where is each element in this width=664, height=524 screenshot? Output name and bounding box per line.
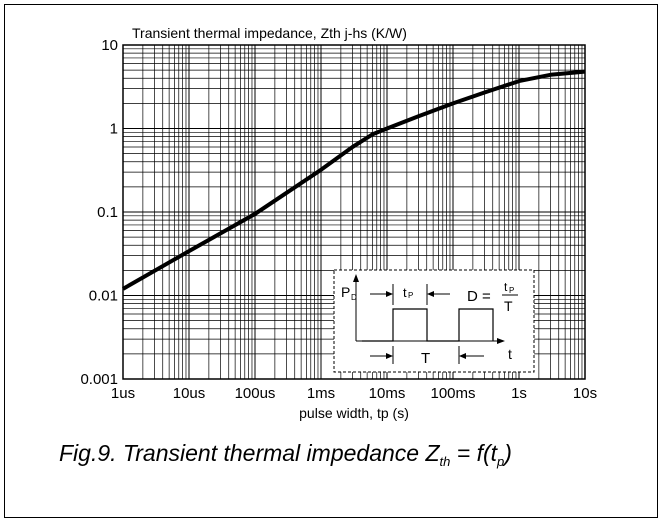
x-tick-label: 10ms	[369, 385, 406, 402]
pulse-inset: P D t P D = t P T T t	[333, 269, 535, 373]
tick-labels: 1us 10us 100us 1ms 10ms 100ms 1s 10s 0.001 0.01 0.…	[80, 37, 597, 402]
period-label: T	[421, 350, 430, 367]
pd-subscript: D	[351, 293, 357, 302]
duty-denominator: T	[504, 298, 513, 314]
x-tick-label: 100us	[235, 385, 276, 402]
y-tick-label: 10	[101, 37, 118, 54]
inset-border	[333, 269, 535, 373]
x-tick-label: 1s	[511, 385, 527, 402]
pulse-train	[362, 308, 494, 342]
duty-numerator-sub: P	[509, 286, 514, 295]
figure-caption: Fig.9. Transient thermal impedance Zth =…	[59, 440, 512, 469]
duty-numerator: t	[504, 280, 508, 294]
duty-label: D =	[467, 288, 491, 305]
tp-subscript: P	[408, 291, 413, 300]
x-tick-label: 1us	[111, 385, 135, 402]
x-tick-label: 10us	[173, 385, 206, 402]
grid-lines	[122, 45, 585, 380]
y-tick-label: 0.001	[80, 371, 118, 388]
y-tick-label: 0.01	[89, 288, 118, 305]
x-tick-label: 1ms	[307, 385, 335, 402]
plot-area-border	[122, 44, 586, 380]
zth-curve	[122, 69, 586, 291]
x-axis-label: pulse width, tp (s)	[299, 405, 409, 421]
y-tick-label: 1	[110, 121, 118, 138]
y-tick-label: 0.1	[97, 204, 118, 221]
tp-label: t	[403, 285, 407, 300]
chart-title: Transient thermal impedance, Zth j-hs (K…	[132, 25, 407, 41]
figure-frame	[4, 4, 658, 518]
x-tick-label: 10s	[573, 385, 597, 402]
x-tick-label: 100ms	[430, 385, 475, 402]
pd-label: P	[341, 284, 350, 300]
time-axis-label: t	[508, 346, 512, 362]
